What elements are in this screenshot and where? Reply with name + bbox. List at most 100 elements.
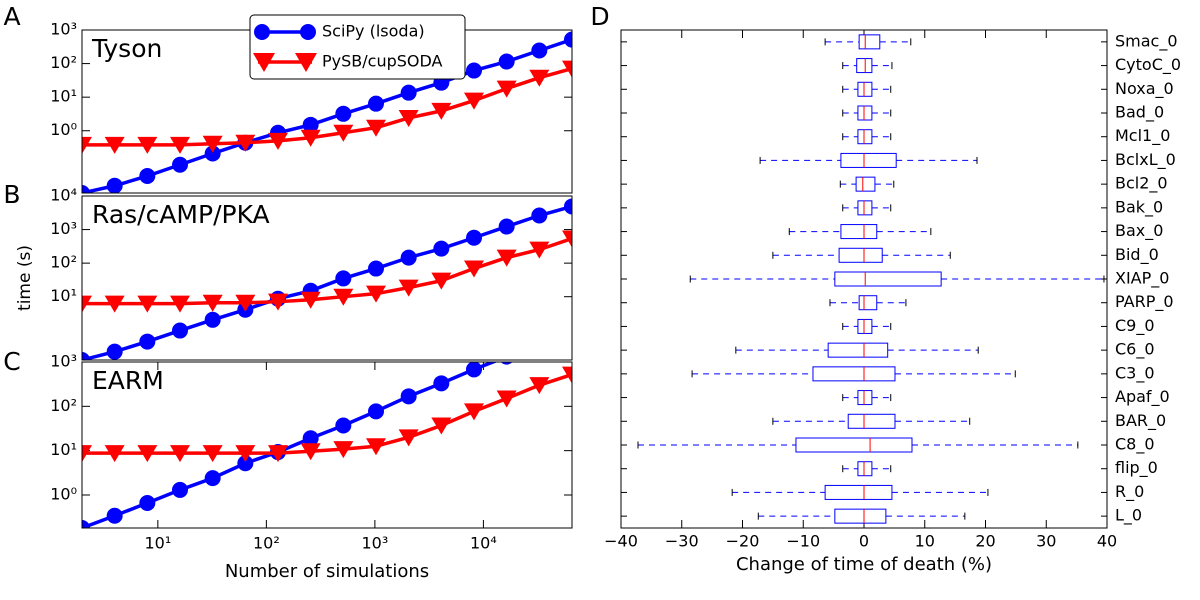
marker	[170, 445, 190, 463]
category-label: CytoC_0	[1115, 55, 1181, 75]
marker	[82, 295, 92, 313]
marker	[335, 417, 352, 434]
marker	[366, 285, 386, 303]
marker	[139, 494, 156, 511]
marker	[104, 445, 125, 463]
marker	[464, 92, 484, 110]
marker	[104, 136, 125, 154]
legend-marker	[254, 24, 270, 40]
plot-area	[82, 31, 572, 193]
marker	[268, 293, 288, 311]
marker	[431, 272, 452, 290]
y-tick-label: 10¹	[50, 440, 77, 459]
marker	[202, 445, 223, 463]
marker	[300, 129, 321, 147]
frame	[620, 29, 1108, 529]
marker	[235, 294, 256, 312]
marker	[466, 229, 482, 246]
panel-letter: D	[590, 2, 609, 31]
marker	[268, 445, 288, 463]
marker	[106, 507, 123, 524]
y-tick-label: 10⁰	[50, 120, 77, 139]
category-label: BAR_0	[1115, 411, 1166, 431]
y-tick-label: 10⁰	[50, 484, 77, 503]
series-line	[82, 66, 572, 147]
marker	[433, 375, 450, 392]
panel-letter: C	[3, 347, 20, 376]
box	[857, 129, 873, 145]
plot-area	[82, 198, 572, 360]
category-label: XIAP_0	[1115, 269, 1169, 289]
category-label: Bax_0	[1115, 221, 1163, 241]
panel-title: EARM	[92, 366, 164, 395]
y-tick-label: 10⁴	[50, 186, 77, 205]
marker	[498, 218, 515, 235]
series-line	[82, 362, 498, 528]
marker	[398, 279, 419, 297]
box	[840, 224, 878, 240]
frame	[81, 195, 573, 361]
category-label: Bcl2_0	[1115, 174, 1168, 194]
category-label: Bid_0	[1115, 245, 1159, 265]
marker	[496, 80, 517, 98]
box	[858, 295, 878, 311]
box	[857, 200, 873, 216]
box	[857, 105, 873, 121]
marker	[466, 62, 482, 79]
panel-title: Ras/cAMP/PKA	[92, 200, 270, 229]
x-tick-label: −20	[726, 532, 760, 551]
x-tick-label: 10⁴	[470, 534, 497, 553]
marker	[170, 295, 190, 313]
box	[834, 508, 887, 524]
marker	[398, 109, 419, 127]
frame	[81, 361, 573, 529]
panel-letter: B	[3, 180, 20, 209]
box	[857, 461, 873, 477]
panel-title: Tyson	[91, 34, 162, 63]
category-label: Bad_0	[1115, 103, 1164, 123]
series-line	[82, 236, 572, 306]
marker	[496, 249, 517, 267]
marker	[431, 417, 452, 435]
marker	[431, 102, 452, 120]
marker	[464, 260, 484, 278]
category-label: C9_0	[1115, 316, 1155, 336]
marker	[562, 230, 572, 248]
marker	[139, 167, 156, 184]
legend-marker	[253, 53, 275, 72]
panel-letter: A	[3, 2, 20, 31]
marker	[333, 288, 354, 306]
y-tick-label: 10²	[50, 253, 77, 272]
category-label: L_0	[1115, 506, 1142, 526]
box	[857, 81, 873, 97]
marker	[172, 322, 188, 339]
marker	[368, 260, 384, 277]
x-tick-label: 10²	[253, 534, 280, 553]
box	[855, 176, 876, 192]
marker	[204, 311, 221, 328]
y-tick-label: 10³	[50, 352, 77, 371]
y-tick-label: 10³	[50, 20, 77, 39]
marker	[400, 388, 417, 405]
marker	[333, 441, 354, 459]
marker	[433, 240, 450, 257]
box	[838, 247, 883, 263]
marker	[172, 156, 188, 173]
category-label: Noxa_0	[1115, 79, 1174, 99]
box	[824, 484, 893, 500]
x-tick-label: 20	[975, 532, 995, 551]
box	[795, 437, 913, 453]
x-tick-label: −30	[665, 532, 699, 551]
marker	[82, 352, 90, 360]
marker	[529, 377, 550, 395]
marker	[366, 438, 386, 456]
marker	[237, 455, 254, 472]
x-tick-label: 10¹	[144, 534, 171, 553]
box	[827, 342, 889, 358]
marker	[368, 403, 384, 420]
marker	[496, 390, 517, 408]
marker	[464, 403, 484, 421]
marker	[531, 207, 548, 224]
x-axis-label: Number of simulations	[225, 561, 429, 582]
